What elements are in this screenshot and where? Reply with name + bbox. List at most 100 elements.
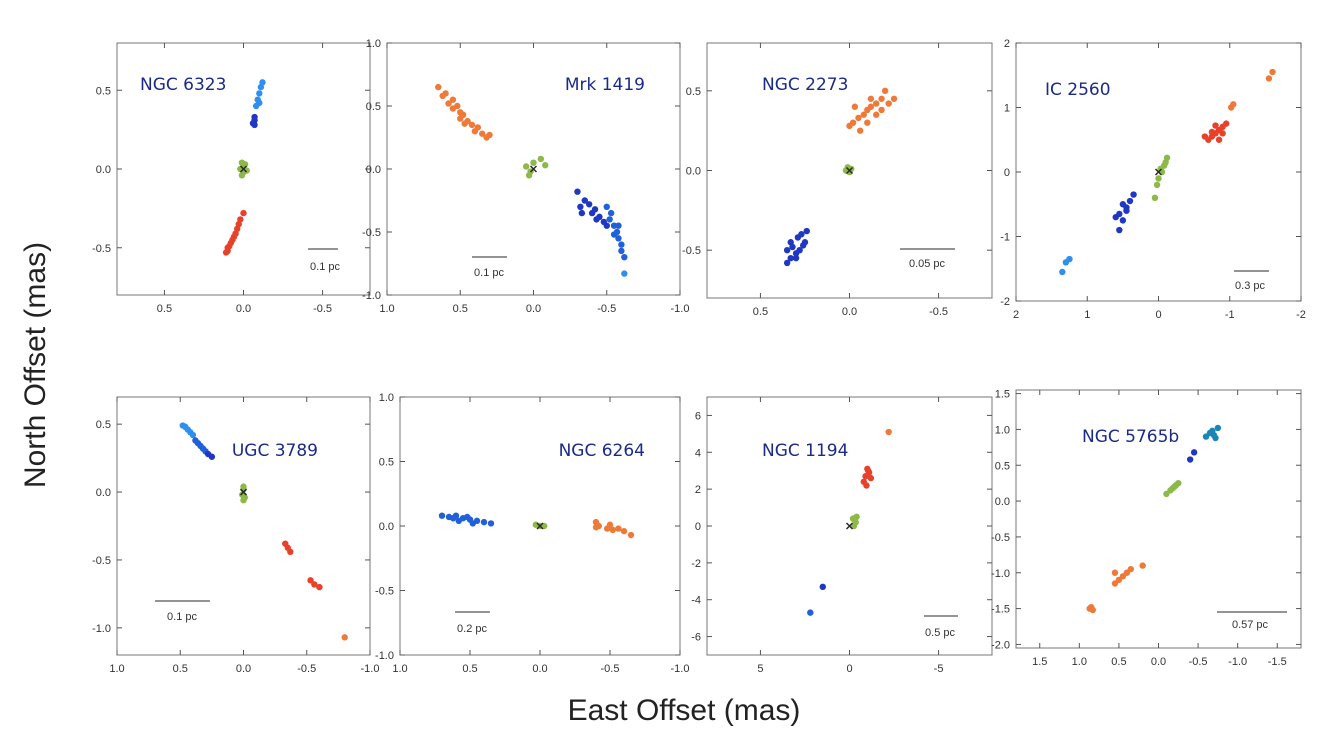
- data-point: [1163, 154, 1171, 162]
- panel-title: NGC 1194: [762, 441, 848, 461]
- data-point: [606, 521, 614, 528]
- data-point: [1116, 210, 1123, 218]
- data-point: [578, 209, 586, 217]
- data-point: [603, 222, 610, 229]
- y-tick-label: 1.0: [366, 38, 381, 50]
- y-tick-label: -2: [1000, 296, 1010, 308]
- y-tick-label: 0: [695, 521, 701, 533]
- data-point: [609, 526, 616, 534]
- panel-frame: [1015, 389, 1302, 649]
- panel-title: NGC 6264: [559, 441, 645, 461]
- data-point: [1186, 456, 1194, 463]
- data-point: [1222, 120, 1230, 127]
- data-point: [606, 216, 613, 223]
- scale-bar-label: 0.5 pc: [925, 627, 955, 639]
- data-point: [252, 102, 260, 110]
- x-tick-label: -2: [1296, 309, 1306, 321]
- scale-bar-label: 0.1 pc: [310, 261, 340, 273]
- data-point: [607, 209, 615, 217]
- x-tick-label: -0.5: [1189, 656, 1208, 668]
- data-point: [542, 162, 549, 169]
- panel-title: IC 2560: [1045, 80, 1111, 100]
- data-point: [618, 247, 625, 255]
- center-marker: [1154, 168, 1163, 176]
- data-point: [1212, 434, 1219, 442]
- y-tick-label: 2: [1004, 38, 1010, 50]
- y-tick-label: -1.0: [92, 623, 111, 635]
- x-tick-label: 0.0: [532, 663, 547, 675]
- data-point: [341, 634, 348, 641]
- data-point: [435, 83, 442, 91]
- y-tick-label: 0.5: [686, 86, 701, 98]
- x-tick-label: 0.5: [453, 303, 468, 315]
- center-marker: [536, 522, 544, 530]
- center-marker: [845, 166, 854, 175]
- y-tick-label: -0.5: [991, 532, 1010, 544]
- x-tick-label: 1: [1084, 309, 1090, 321]
- panel-6: 5 0 -5 6 4 2 0 -2 -4 -6 NGC 1194 0.5 pc: [691, 396, 993, 675]
- scale-bar-label: 0.05 pc: [909, 258, 946, 270]
- scale-bar-label: 0.1 pc: [474, 267, 504, 279]
- x-tick-label: 1.0: [1072, 656, 1087, 668]
- center-marker: [845, 522, 854, 530]
- data-point: [860, 111, 867, 118]
- scale-bar-label: 0.57 pc: [1232, 619, 1269, 631]
- data-point: [803, 227, 810, 235]
- x-tick-label: 0.0: [526, 303, 541, 315]
- y-tick-label: 1.5: [995, 389, 1010, 401]
- data-point: [856, 127, 864, 134]
- data-point: [849, 515, 857, 522]
- y-tick-label: 0.0: [995, 496, 1010, 508]
- data-point: [455, 517, 462, 525]
- data-point: [530, 159, 537, 166]
- data-point: [464, 513, 471, 521]
- data-point: [878, 106, 885, 114]
- data-point: [819, 583, 826, 591]
- data-point: [796, 246, 803, 254]
- data-point: [1116, 226, 1123, 234]
- y-tick-label: 4: [695, 447, 701, 459]
- data-point: [307, 577, 314, 584]
- x-tick-label: 0.5: [157, 303, 172, 315]
- y-tick-label: -0.5: [362, 227, 381, 239]
- data-point: [1066, 255, 1073, 263]
- data-point: [783, 259, 791, 267]
- x-tick-label: -1.0: [671, 663, 690, 675]
- panel-4: 1.0 0.5 0.0 -0.5 -1.0 0.5 0.0 -0.5 -1.0 UGC 3789 0…: [92, 396, 379, 675]
- data-point: [459, 111, 467, 119]
- data-point: [438, 512, 446, 519]
- y-tick-label: 0: [1004, 167, 1010, 179]
- scale-bar-label: 0.1 pc: [167, 611, 197, 623]
- data-point: [1059, 268, 1066, 276]
- data-point: [1089, 606, 1096, 614]
- y-tick-label: -2.0: [991, 639, 1010, 651]
- data-point: [189, 431, 197, 439]
- scale-bar-label: 0.2 pc: [457, 623, 487, 635]
- x-tick-label: -1.0: [1228, 656, 1247, 668]
- data-point: [256, 90, 263, 97]
- x-tick-label: 0: [1155, 309, 1161, 321]
- y-tick-label: -1.5: [991, 604, 1010, 616]
- data-point: [865, 467, 872, 474]
- y-tick-label: 0.0: [686, 166, 701, 178]
- data-point: [885, 100, 892, 107]
- y-tick-label: -1: [1000, 232, 1010, 244]
- data-point: [1155, 175, 1162, 182]
- center-marker: [239, 488, 248, 496]
- data-point: [585, 201, 593, 208]
- data-point: [1201, 133, 1209, 140]
- panel-2: 0.5 0.0 -0.5 0.5 0.0 -0.5 NGC 2273 0.05 pc: [682, 42, 993, 318]
- y-tick-label: 1.0: [995, 424, 1010, 436]
- data-point: [1157, 165, 1164, 172]
- y-tick-label: 1: [1004, 103, 1010, 115]
- x-tick-label: 0.0: [236, 303, 251, 315]
- y-axis-label: North Offset (mas): [19, 242, 52, 488]
- panel-title: Mrk 1419: [565, 75, 645, 95]
- data-point: [783, 246, 791, 254]
- data-point: [449, 105, 457, 112]
- data-point: [610, 231, 618, 238]
- y-tick-label: -0.5: [682, 245, 701, 257]
- y-tick-label: 0.0: [96, 164, 111, 176]
- x-tick-label: -0.5: [297, 663, 316, 675]
